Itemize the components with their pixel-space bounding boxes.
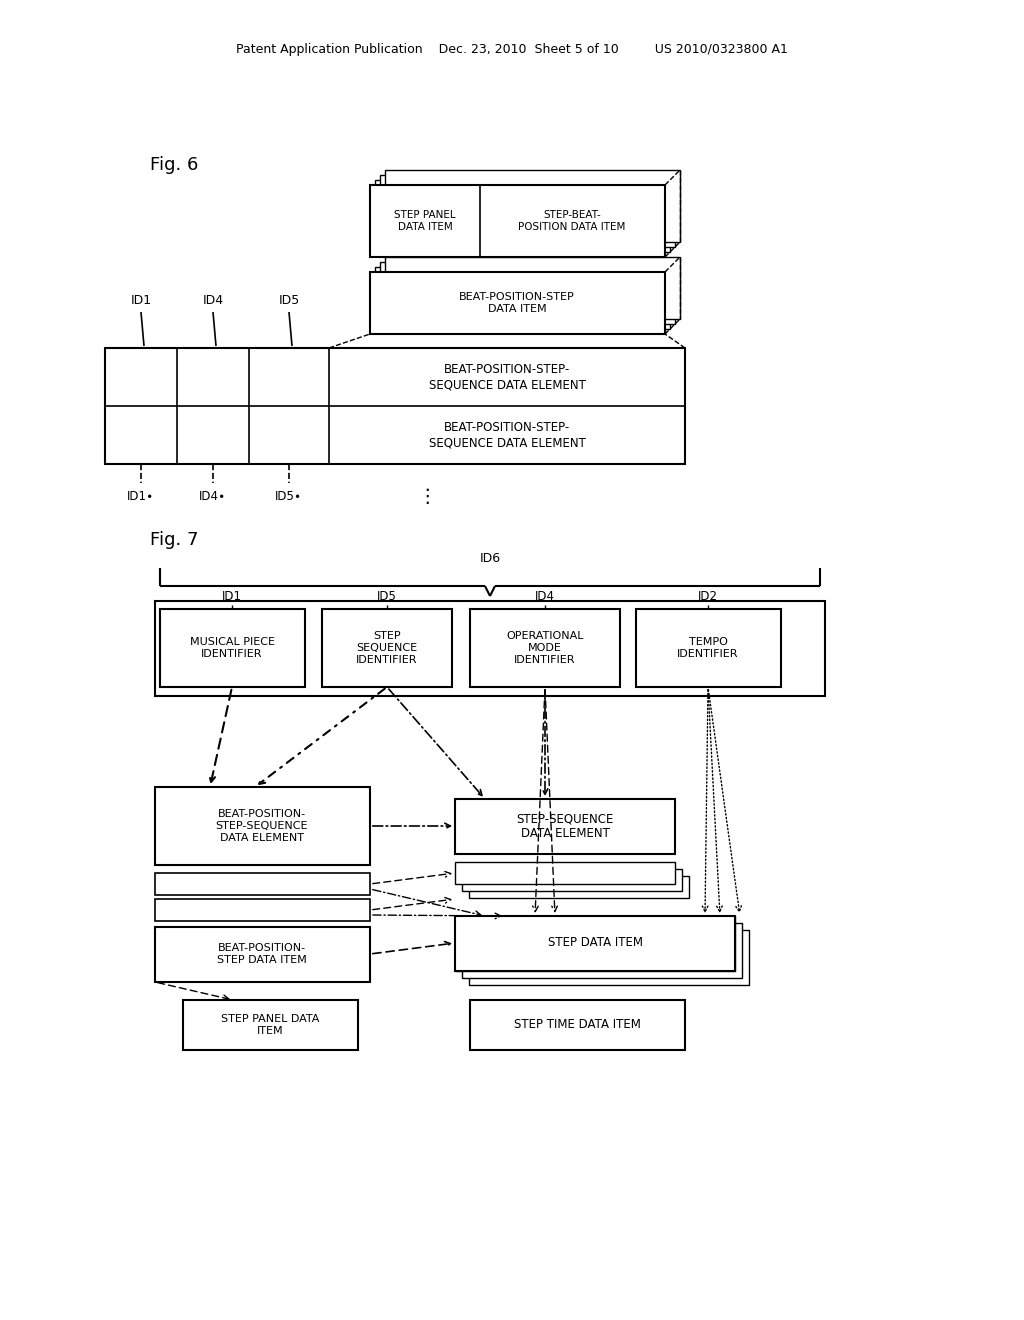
Bar bbox=[380, 261, 675, 323]
Text: ID1: ID1 bbox=[130, 293, 152, 306]
Bar bbox=[155, 787, 370, 865]
Bar bbox=[470, 609, 620, 686]
Bar bbox=[469, 931, 749, 985]
Text: ID1: ID1 bbox=[222, 590, 242, 603]
Bar bbox=[183, 1001, 358, 1049]
Text: Fig. 7: Fig. 7 bbox=[150, 531, 199, 549]
Bar bbox=[385, 257, 680, 319]
Bar bbox=[470, 1001, 685, 1049]
Text: STEP PANEL
DATA ITEM: STEP PANEL DATA ITEM bbox=[394, 210, 456, 232]
Text: STEP
SEQUENCE
IDENTIFIER: STEP SEQUENCE IDENTIFIER bbox=[356, 631, 418, 664]
Text: Fig. 6: Fig. 6 bbox=[150, 156, 199, 174]
Text: ID5∙: ID5∙ bbox=[275, 491, 303, 503]
Text: BEAT-POSITION-STEP-
SEQUENCE DATA ELEMENT: BEAT-POSITION-STEP- SEQUENCE DATA ELEMEN… bbox=[429, 421, 586, 449]
Bar bbox=[469, 876, 689, 898]
Text: BEAT-POSITION-
STEP-SEQUENCE
DATA ELEMENT: BEAT-POSITION- STEP-SEQUENCE DATA ELEMEN… bbox=[216, 809, 308, 842]
Text: STEP DATA ITEM: STEP DATA ITEM bbox=[548, 936, 642, 949]
Text: ID4: ID4 bbox=[203, 293, 223, 306]
Text: OPERATIONAL
MODE
IDENTIFIER: OPERATIONAL MODE IDENTIFIER bbox=[506, 631, 584, 664]
Bar bbox=[636, 609, 781, 686]
Bar bbox=[155, 601, 825, 696]
Bar bbox=[105, 348, 685, 465]
Text: ID5: ID5 bbox=[377, 590, 397, 603]
Text: ID6: ID6 bbox=[479, 552, 501, 565]
Text: ID2: ID2 bbox=[698, 590, 718, 603]
Text: ID5: ID5 bbox=[279, 293, 300, 306]
Bar bbox=[455, 799, 675, 854]
Bar bbox=[455, 862, 675, 884]
Text: STEP-BEAT-
POSITION DATA ITEM: STEP-BEAT- POSITION DATA ITEM bbox=[518, 210, 626, 232]
Bar bbox=[462, 923, 742, 978]
Bar bbox=[370, 272, 665, 334]
Text: STEP PANEL DATA
ITEM: STEP PANEL DATA ITEM bbox=[221, 1014, 319, 1036]
Text: ID1∙: ID1∙ bbox=[127, 491, 155, 503]
Bar bbox=[385, 170, 680, 242]
Text: BEAT-POSITION-
STEP DATA ITEM: BEAT-POSITION- STEP DATA ITEM bbox=[217, 944, 307, 965]
Bar bbox=[455, 916, 735, 972]
Text: ID4∙: ID4∙ bbox=[200, 491, 226, 503]
Text: BEAT-POSITION-STEP
DATA ITEM: BEAT-POSITION-STEP DATA ITEM bbox=[459, 292, 574, 314]
Bar bbox=[462, 869, 682, 891]
Bar bbox=[375, 267, 670, 329]
Bar bbox=[160, 609, 305, 686]
Text: STEP TIME DATA ITEM: STEP TIME DATA ITEM bbox=[514, 1019, 640, 1031]
Bar bbox=[455, 916, 735, 972]
Bar bbox=[155, 927, 370, 982]
Bar bbox=[375, 180, 670, 252]
Bar bbox=[155, 899, 370, 921]
Text: STEP-SEQUENCE
DATA ELEMENT: STEP-SEQUENCE DATA ELEMENT bbox=[516, 812, 613, 840]
Bar bbox=[370, 185, 665, 257]
Text: ⋮: ⋮ bbox=[417, 487, 437, 507]
Text: BEAT-POSITION-STEP-
SEQUENCE DATA ELEMENT: BEAT-POSITION-STEP- SEQUENCE DATA ELEMEN… bbox=[429, 363, 586, 391]
Bar bbox=[322, 609, 452, 686]
Bar bbox=[155, 873, 370, 895]
Text: TEMPO
IDENTIFIER: TEMPO IDENTIFIER bbox=[677, 638, 738, 659]
Text: ID4: ID4 bbox=[535, 590, 555, 603]
Text: MUSICAL PIECE
IDENTIFIER: MUSICAL PIECE IDENTIFIER bbox=[189, 638, 274, 659]
Bar bbox=[380, 176, 675, 247]
Text: Patent Application Publication    Dec. 23, 2010  Sheet 5 of 10         US 2010/0: Patent Application Publication Dec. 23, … bbox=[237, 44, 787, 57]
